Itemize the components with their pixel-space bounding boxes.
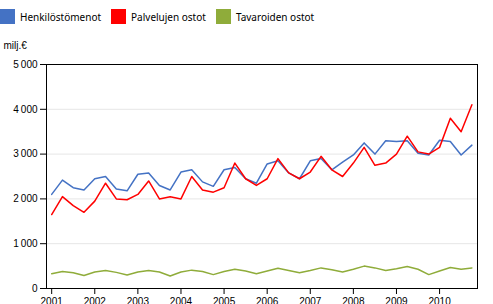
html-text:Tavaroiden ostot: Tavaroiden ostot <box>235 9 315 24</box>
svg-text:4 000: 4 000 <box>13 104 38 115</box>
svg-text:2007: 2007 <box>299 296 322 304</box>
svg-text:2002: 2002 <box>84 296 107 304</box>
svg-text:2001: 2001 <box>41 296 64 304</box>
svg-text:5 000: 5 000 <box>13 59 38 70</box>
svg-text:2 000: 2 000 <box>13 193 38 204</box>
svg-text:2006: 2006 <box>256 296 279 304</box>
svg-text:2005: 2005 <box>213 296 236 304</box>
svg-text:2003: 2003 <box>127 296 150 304</box>
html-text:Palvelujen ostot: Palvelujen ostot <box>131 9 206 24</box>
svg-text:0: 0 <box>32 283 38 294</box>
svg-text:2009: 2009 <box>385 296 408 304</box>
svg-text:2004: 2004 <box>170 296 193 304</box>
svg-text:milj.€: milj.€ <box>4 40 28 51</box>
svg-text:3 000: 3 000 <box>13 148 38 159</box>
html-text:Henkilöstömenot: Henkilöstömenot <box>20 9 102 24</box>
svg-text:2008: 2008 <box>342 296 365 304</box>
svg-text:1 000: 1 000 <box>13 238 38 249</box>
svg-text:2010: 2010 <box>428 296 451 304</box>
